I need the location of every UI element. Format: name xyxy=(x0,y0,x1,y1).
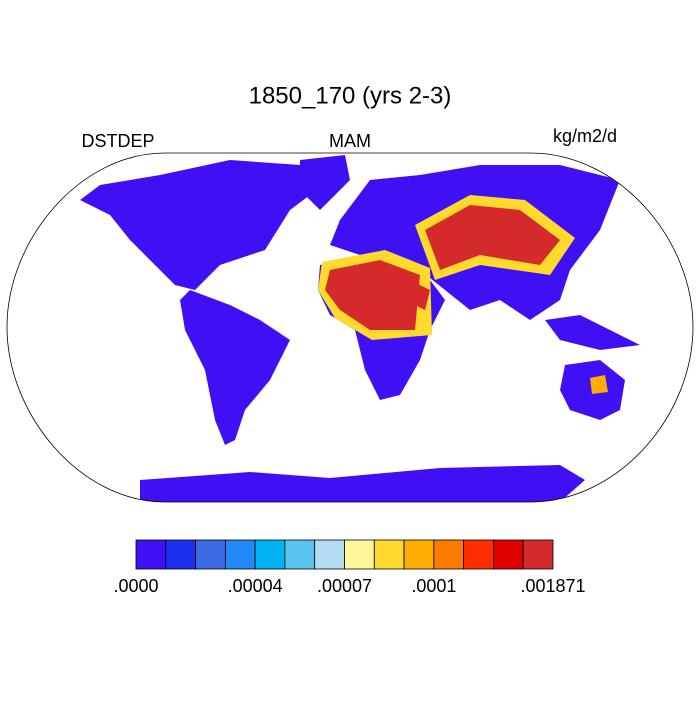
colorbar-box xyxy=(254,539,286,570)
colorbar-label: .001871 xyxy=(520,576,585,596)
colorbar-box xyxy=(433,539,465,570)
colorbar-box xyxy=(344,539,375,570)
greenland xyxy=(300,155,350,210)
colorbar-box xyxy=(463,539,494,570)
units-label: kg/m2/d xyxy=(553,126,617,146)
colorbar-box xyxy=(224,539,256,570)
maritime-asia xyxy=(545,315,640,350)
colorbar-box xyxy=(314,539,345,570)
colorbar: .0000 .00004 .00007 .0001 .001871 xyxy=(113,539,586,596)
colorbar-label: .0001 xyxy=(411,576,456,596)
variable-label: DSTDEP xyxy=(81,131,154,151)
colorbar-box xyxy=(135,539,167,570)
colorbar-box xyxy=(403,539,435,570)
title: 1850_170 (yrs 2-3) xyxy=(249,82,452,109)
north-america xyxy=(80,160,330,290)
season-label: MAM xyxy=(329,131,371,151)
south-america xyxy=(180,290,290,445)
colorbar-box xyxy=(522,539,554,570)
antarctica xyxy=(140,465,585,502)
dust-core xyxy=(400,275,430,310)
dust-field xyxy=(318,195,608,394)
map xyxy=(80,155,640,502)
dust-spot xyxy=(590,375,608,394)
colorbar-box xyxy=(284,539,316,570)
colorbar-box xyxy=(493,539,524,570)
colorbar-label: .00004 xyxy=(228,576,283,596)
dust-core xyxy=(325,260,420,330)
dust-core xyxy=(425,205,560,270)
colorbar-box xyxy=(195,539,226,570)
colorbar-label: .0000 xyxy=(113,576,158,596)
colorbar-label: .00007 xyxy=(317,576,372,596)
colorbar-box xyxy=(165,539,196,570)
map-border xyxy=(6,152,694,503)
colorbar-box xyxy=(373,539,405,570)
